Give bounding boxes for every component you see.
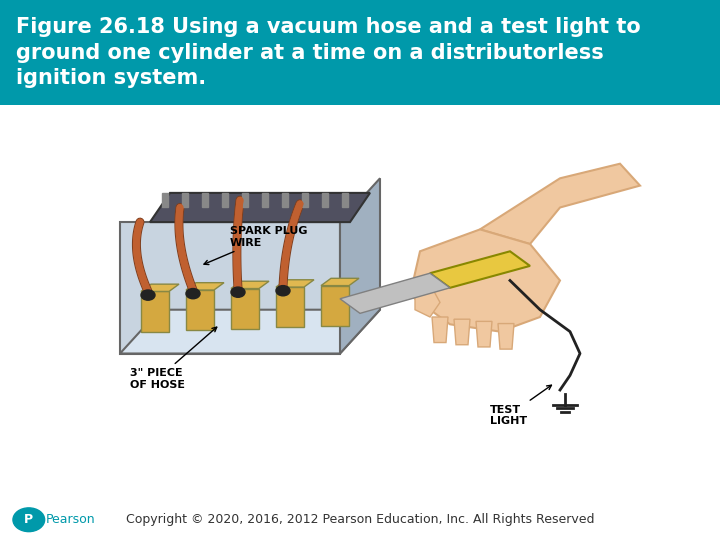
Polygon shape bbox=[498, 323, 514, 349]
Polygon shape bbox=[321, 278, 359, 286]
Polygon shape bbox=[141, 284, 179, 292]
Polygon shape bbox=[276, 287, 304, 327]
Text: 3" PIECE
OF HOSE: 3" PIECE OF HOSE bbox=[130, 327, 217, 390]
Polygon shape bbox=[276, 280, 314, 287]
Polygon shape bbox=[476, 321, 492, 347]
Circle shape bbox=[231, 287, 245, 298]
Polygon shape bbox=[186, 290, 214, 330]
Bar bbox=[222, 193, 228, 207]
Bar bbox=[282, 193, 288, 207]
Text: TEST
LIGHT: TEST LIGHT bbox=[490, 385, 552, 426]
Bar bbox=[242, 193, 248, 207]
Bar bbox=[182, 193, 188, 207]
Bar bbox=[202, 193, 208, 207]
Polygon shape bbox=[120, 222, 340, 354]
Polygon shape bbox=[432, 317, 448, 342]
Circle shape bbox=[276, 286, 290, 296]
Text: SPARK PLUG
WIRE: SPARK PLUG WIRE bbox=[204, 226, 307, 265]
Polygon shape bbox=[454, 319, 470, 345]
Polygon shape bbox=[231, 288, 259, 329]
Polygon shape bbox=[410, 230, 560, 332]
Text: P: P bbox=[24, 513, 33, 526]
Polygon shape bbox=[321, 286, 349, 326]
Text: Copyright © 2020, 2016, 2012 Pearson Education, Inc. All Rights Reserved: Copyright © 2020, 2016, 2012 Pearson Edu… bbox=[126, 513, 594, 526]
Circle shape bbox=[141, 290, 155, 300]
Polygon shape bbox=[186, 283, 224, 290]
Text: Pearson: Pearson bbox=[45, 513, 95, 526]
Polygon shape bbox=[141, 292, 169, 332]
Polygon shape bbox=[231, 281, 269, 288]
Bar bbox=[322, 193, 328, 207]
Bar bbox=[302, 193, 308, 207]
Polygon shape bbox=[120, 310, 380, 354]
Polygon shape bbox=[340, 178, 380, 354]
Polygon shape bbox=[340, 273, 450, 313]
Polygon shape bbox=[415, 284, 440, 317]
Bar bbox=[342, 193, 348, 207]
Polygon shape bbox=[480, 164, 640, 244]
Polygon shape bbox=[430, 251, 530, 288]
Polygon shape bbox=[150, 193, 370, 222]
Bar bbox=[162, 193, 168, 207]
Text: Figure 26.18 Using a vacuum hose and a test light to
ground one cylinder at a ti: Figure 26.18 Using a vacuum hose and a t… bbox=[16, 17, 641, 88]
Circle shape bbox=[186, 288, 200, 299]
Bar bbox=[262, 193, 268, 207]
